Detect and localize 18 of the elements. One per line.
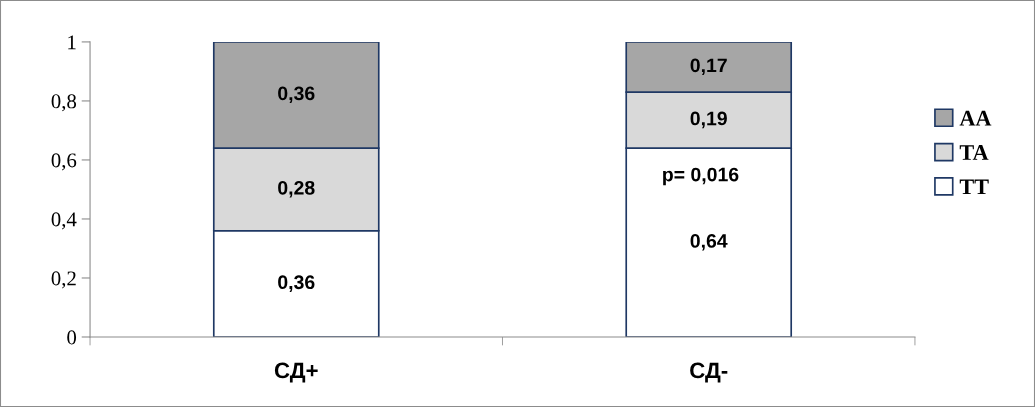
y-tick-label: 0 — [67, 330, 77, 345]
x-tick-label: СД+ — [274, 362, 318, 383]
legend-label: TA — [959, 145, 989, 160]
data-label: 0,28 — [278, 180, 315, 198]
data-label: 0,64 — [690, 234, 728, 251]
y-tick-label: 0,8 — [51, 94, 77, 112]
data-label: 0,36 — [278, 86, 315, 104]
legend-label: AA — [959, 110, 992, 126]
annotation: p= 0,016 — [663, 167, 739, 186]
data-label: 0,36 — [278, 275, 315, 292]
y-tick-label: 0,2 — [51, 271, 76, 289]
data-label: 0,19 — [690, 111, 727, 129]
x-tick-label: СД- — [690, 362, 728, 383]
legend-label: TT — [959, 179, 989, 195]
data-label: 0,17 — [690, 58, 727, 76]
y-tick-label: 0,6 — [51, 153, 77, 171]
y-tick-label: 1 — [68, 35, 76, 50]
y-tick-label: 0,4 — [51, 212, 77, 230]
